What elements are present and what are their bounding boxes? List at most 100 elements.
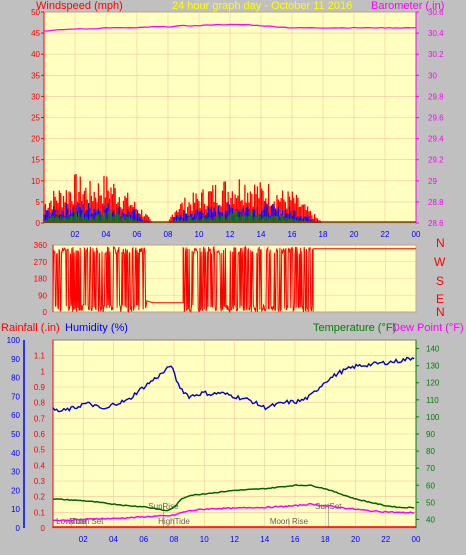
humidity-tick-label: 10 [11, 505, 20, 514]
barometer-axis-title: Barometer (.in) [371, 0, 444, 12]
wind-x-tick-label: 10 [195, 230, 204, 239]
rain-tick-label: 0.2 [34, 493, 46, 502]
wind-x-tick-label: 04 [102, 230, 111, 239]
baro-tick-label: 30.6 [428, 8, 444, 17]
temperature-line [52, 484, 415, 512]
humidity-line [52, 356, 415, 413]
wind-tick-label: 5 [36, 198, 41, 207]
temp-tick-label: 110 [426, 396, 439, 405]
direction-tick-label: 180 [34, 275, 48, 284]
direction-tick-label: 270 [34, 258, 48, 267]
humidity-tick-label: 30 [11, 468, 20, 477]
direction-tick-label: 360 [34, 241, 48, 250]
wind-x-tick-label: 12 [226, 230, 235, 239]
dewpoint-line [52, 502, 415, 522]
wind-x-tick-label: 00 [412, 230, 421, 239]
rain-tick-label: 0.5 [34, 446, 46, 455]
temp-x-tick-label: 18 [321, 535, 330, 544]
temp-tick-label: 70 [426, 464, 435, 473]
wind-direction-line [52, 244, 416, 314]
event-marker-label: HighTide [158, 517, 190, 526]
compass-letter-n-bottom: N [436, 305, 445, 319]
compass-letter-n-top: N [436, 236, 445, 250]
temp-x-tick-label: 04 [109, 535, 118, 544]
temp-tick-label: 90 [426, 430, 435, 439]
baro-tick-label: 29.6 [428, 114, 444, 123]
humidity-tick-label: 100 [7, 336, 21, 345]
wind-x-tick-label: 06 [133, 230, 142, 239]
rain-tick-label: 0.9 [34, 383, 46, 392]
event-marker-label: Moon Set [69, 517, 104, 526]
wind-tick-label: 15 [31, 156, 40, 165]
direction-tick-label: 90 [38, 291, 47, 300]
graph-date-title: 24 hour graph day - October 11 2016 [172, 0, 352, 12]
rainfall-axis-title: Rainfall (.in) [1, 322, 60, 334]
event-marker-label: SunSet [315, 502, 342, 511]
baro-tick-label: 28.8 [428, 198, 444, 207]
baro-tick-label: 29 [428, 177, 437, 186]
humidity-tick-label: 40 [11, 449, 20, 458]
temp-x-tick-label: 10 [200, 535, 209, 544]
humidity-tick-label: 0 [16, 524, 21, 533]
wind-tick-label: 10 [31, 177, 40, 186]
baro-tick-label: 30.4 [428, 29, 444, 38]
wind-x-tick-label: 22 [381, 230, 390, 239]
compass-letter-e: E [436, 292, 444, 306]
wind-tick-label: 45 [31, 29, 40, 38]
wind-x-tick-label: 02 [71, 230, 80, 239]
temp-tick-label: 140 [426, 345, 440, 354]
compass-letter-s: S [436, 274, 444, 288]
wind-x-tick-label: 08 [164, 230, 173, 239]
rain-tick-label: 0 [41, 524, 46, 533]
wind-x-tick-label: 20 [350, 230, 359, 239]
event-marker-label: SunRise [148, 502, 179, 511]
baro-tick-label: 29.4 [428, 135, 444, 144]
rain-tick-label: 0.4 [34, 461, 46, 470]
wind-tick-label: 25 [31, 114, 40, 123]
humidity-tick-label: 80 [11, 374, 20, 383]
wind-tick-label: 50 [31, 8, 40, 17]
barometer-line [44, 23, 417, 32]
baro-tick-label: 30 [428, 71, 437, 80]
temp-tick-label: 100 [426, 413, 440, 422]
direction-tick-label: 0 [43, 308, 48, 317]
dewpoint-axis-title: Dew Point (°F) [392, 322, 464, 334]
baro-tick-label: 30.2 [428, 50, 444, 59]
wind-tick-label: 35 [31, 71, 40, 80]
wind-x-tick-label: 18 [319, 230, 328, 239]
wind-tick-label: 30 [31, 92, 40, 101]
baro-tick-label: 28.6 [428, 219, 444, 228]
humidity-tick-label: 60 [11, 411, 20, 420]
event-marker-label: LowTide [56, 517, 86, 526]
temp-tick-label: 50 [426, 498, 435, 507]
temp-x-tick-label: 16 [291, 535, 300, 544]
rain-tick-label: 0.8 [34, 399, 46, 408]
humidity-tick-label: 50 [11, 430, 20, 439]
temp-tick-label: 40 [426, 515, 435, 524]
baro-tick-label: 29.2 [428, 156, 444, 165]
humidity-tick-label: 70 [11, 392, 20, 401]
rain-tick-label: 0.7 [34, 414, 46, 423]
wind-tick-label: 40 [31, 50, 40, 59]
wind-x-tick-label: 14 [257, 230, 266, 239]
windspeed-axis-title: Windspeed (mph) [36, 0, 123, 12]
rain-tick-label: 1 [41, 367, 46, 376]
compass-letter-w: W [434, 255, 446, 269]
temp-tick-label: 80 [426, 447, 435, 456]
wind-x-tick-label: 16 [288, 230, 297, 239]
temperature-axis-title: Temperature (°F) [313, 322, 396, 334]
temp-x-tick-label: 22 [381, 535, 390, 544]
wind-tick-label: 0 [36, 219, 41, 228]
rain-tick-label: 0.6 [34, 430, 46, 439]
temp-x-tick-label: 00 [412, 535, 421, 544]
baro-tick-label: 29.8 [428, 92, 444, 101]
humidity-tick-label: 90 [11, 355, 20, 364]
wind-tick-label: 20 [31, 135, 40, 144]
event-marker-label: Moon Rise [270, 517, 309, 526]
rain-tick-label: 0.1 [34, 508, 46, 517]
rain-tick-label: 1.1 [34, 352, 46, 361]
temp-x-tick-label: 20 [351, 535, 360, 544]
temp-tick-label: 120 [426, 379, 440, 388]
